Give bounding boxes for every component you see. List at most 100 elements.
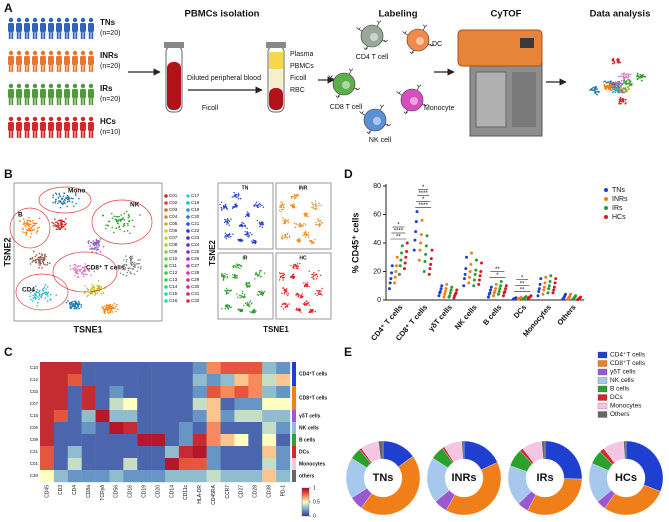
body (48, 122, 54, 131)
mini-dot (225, 305, 227, 308)
mini-dot (314, 293, 317, 295)
mini-dot (250, 311, 253, 314)
leg (8, 130, 11, 138)
tsne-dot (28, 216, 30, 219)
mini-dot (308, 285, 310, 288)
mini-dot (226, 277, 228, 279)
person-icon (32, 116, 38, 138)
tsne-dot (30, 291, 32, 294)
heat-cell (67, 470, 82, 483)
mini-dot (280, 201, 282, 204)
heat-cell (234, 386, 249, 399)
tsne-dot (90, 287, 93, 290)
tsne-dot (123, 263, 125, 266)
tsne-dot (94, 248, 96, 251)
mini-dot (231, 196, 234, 198)
leg (19, 130, 22, 138)
layer-label: PBMCs (290, 63, 314, 70)
mini-dot (226, 275, 229, 278)
head (56, 116, 62, 122)
heat-cell (137, 374, 152, 387)
heat-cell (95, 422, 110, 435)
antibody (384, 123, 392, 127)
head (32, 83, 38, 89)
leg (59, 97, 62, 105)
legend-swatch (597, 351, 608, 359)
tsne-dot (90, 292, 92, 295)
dot (467, 281, 471, 285)
dot (548, 279, 552, 283)
mini-dot (241, 309, 243, 311)
tsne-dot (38, 266, 40, 269)
tube-label: Diluted peripheral blood (187, 75, 261, 82)
dot (388, 281, 392, 285)
dot (477, 278, 481, 282)
tsne-dot (29, 219, 32, 222)
mini-frame (217, 252, 274, 320)
mini-dot (317, 292, 320, 294)
body (24, 23, 30, 32)
leg (11, 31, 14, 39)
mini-dot (289, 276, 292, 278)
mini-dot (243, 296, 246, 298)
heat-cell (276, 410, 291, 423)
tsne-dot (22, 223, 25, 226)
mini-dot (237, 308, 240, 310)
group-label: NK cells (299, 425, 319, 431)
donut-label: HCs (615, 472, 637, 484)
heat-cell (40, 362, 55, 375)
leg (27, 130, 30, 138)
leg (72, 130, 75, 138)
leg (19, 31, 22, 39)
mini-dot (318, 202, 320, 204)
legend-label: C25 (191, 249, 200, 254)
heat-cell (109, 422, 124, 435)
dot (486, 295, 490, 299)
tsne-dot (31, 230, 33, 232)
mini-dot (258, 291, 261, 293)
mini-dot (292, 265, 295, 268)
legend-dot (164, 285, 168, 289)
x-tick-label: γδT cells (426, 303, 454, 333)
tsne-dot (54, 200, 57, 203)
tsne-dot (78, 302, 80, 304)
tsne-dot (139, 214, 141, 216)
heat-cell (67, 458, 82, 471)
mini-dot (312, 277, 314, 279)
tsne-dot (131, 268, 134, 270)
body (80, 23, 86, 32)
leg (8, 31, 11, 39)
mini-dot (228, 289, 230, 291)
mini-dot (261, 204, 263, 207)
body (8, 56, 14, 65)
mini-dot (221, 275, 223, 278)
legend-label: C03 (169, 207, 178, 212)
dot (450, 285, 454, 289)
axis-title: TSNE2 (2, 237, 12, 266)
heat-cell (109, 458, 124, 471)
panel-letter: D (344, 167, 353, 181)
tsne-dot (94, 294, 96, 296)
analysis-dot (636, 75, 638, 78)
analysis-dot (629, 81, 631, 84)
dot (468, 270, 472, 273)
heat-cell (178, 470, 193, 483)
mini-dot (311, 202, 313, 204)
heat-cell (220, 470, 235, 483)
mini-dot (311, 311, 313, 314)
analysis-dot (622, 77, 625, 79)
mini-dot (285, 293, 288, 295)
mini-dot (299, 222, 301, 225)
mini-dot (303, 285, 306, 288)
tsne-dot (55, 294, 58, 296)
mini-dot (307, 302, 309, 305)
column-label: CD20 (155, 485, 161, 498)
analysis-dot (624, 80, 627, 83)
mini-dot (282, 223, 285, 225)
dot (542, 288, 546, 292)
tsne-dot (78, 197, 80, 200)
mini-dot (285, 289, 287, 291)
body (48, 23, 54, 32)
tsne-dot (83, 292, 86, 295)
tsne-dot (102, 245, 105, 248)
